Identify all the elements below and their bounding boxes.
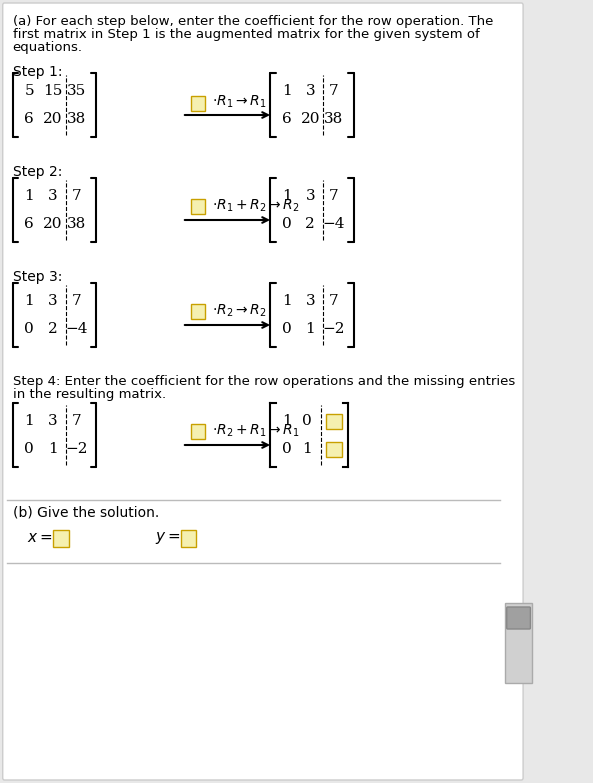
Text: 15: 15	[43, 84, 62, 98]
Text: −4: −4	[65, 322, 88, 336]
Text: 1: 1	[24, 414, 34, 428]
Text: 7: 7	[329, 294, 339, 308]
Text: 20: 20	[43, 217, 62, 231]
Text: −2: −2	[323, 322, 345, 336]
Text: 2: 2	[305, 217, 315, 231]
Text: $x =$: $x =$	[27, 531, 53, 545]
Text: 7: 7	[72, 294, 81, 308]
FancyBboxPatch shape	[192, 199, 205, 214]
Text: 6: 6	[282, 112, 291, 126]
Text: Step 4: Enter the coefficient for the row operations and the missing entries: Step 4: Enter the coefficient for the ro…	[12, 375, 515, 388]
FancyBboxPatch shape	[326, 442, 342, 456]
Text: 1: 1	[282, 84, 291, 98]
Text: equations.: equations.	[12, 41, 83, 54]
Text: −4: −4	[323, 217, 345, 231]
Text: 0: 0	[24, 322, 34, 336]
FancyBboxPatch shape	[192, 424, 205, 438]
Text: 38: 38	[67, 112, 86, 126]
Text: 3: 3	[305, 84, 315, 98]
Text: 3: 3	[305, 294, 315, 308]
Text: 3: 3	[48, 294, 58, 308]
Text: 7: 7	[329, 84, 339, 98]
Text: 1: 1	[282, 189, 291, 203]
Text: 3: 3	[305, 189, 315, 203]
Text: Step 3:: Step 3:	[12, 270, 62, 284]
Text: 3: 3	[48, 414, 58, 428]
FancyBboxPatch shape	[3, 3, 523, 780]
Text: (b) Give the solution.: (b) Give the solution.	[12, 505, 159, 519]
FancyBboxPatch shape	[507, 607, 530, 629]
Text: 0: 0	[302, 414, 311, 428]
Text: first matrix in Step 1 is the augmented matrix for the given system of: first matrix in Step 1 is the augmented …	[12, 28, 480, 41]
Text: 7: 7	[72, 414, 81, 428]
Text: 35: 35	[67, 84, 86, 98]
Text: $\cdot R_2 \rightarrow R_2$: $\cdot R_2 \rightarrow R_2$	[212, 303, 266, 319]
FancyBboxPatch shape	[326, 413, 342, 428]
Text: 1: 1	[24, 189, 34, 203]
Text: 6: 6	[24, 217, 34, 231]
Text: 38: 38	[67, 217, 86, 231]
FancyBboxPatch shape	[53, 529, 69, 547]
FancyBboxPatch shape	[505, 603, 532, 683]
Text: 1: 1	[48, 442, 58, 456]
FancyBboxPatch shape	[192, 304, 205, 319]
Text: $\cdot R_2 + R_1 \rightarrow R_1$: $\cdot R_2 + R_1 \rightarrow R_1$	[212, 423, 300, 439]
Text: 38: 38	[324, 112, 343, 126]
Text: (a) For each step below, enter the coefficient for the row operation. The: (a) For each step below, enter the coeff…	[12, 15, 493, 28]
Text: 1: 1	[305, 322, 315, 336]
Text: 3: 3	[48, 189, 58, 203]
FancyBboxPatch shape	[192, 96, 205, 110]
Text: 7: 7	[329, 189, 339, 203]
Text: 20: 20	[301, 112, 320, 126]
Text: 1: 1	[282, 414, 291, 428]
Text: 1: 1	[302, 442, 311, 456]
Text: $y =$: $y =$	[155, 530, 180, 546]
Text: Step 1:: Step 1:	[12, 65, 62, 79]
Text: 0: 0	[24, 442, 34, 456]
Text: 20: 20	[43, 112, 62, 126]
Text: 1: 1	[282, 294, 291, 308]
FancyBboxPatch shape	[181, 529, 196, 547]
Text: 5: 5	[24, 84, 34, 98]
Text: Step 2:: Step 2:	[12, 165, 62, 179]
Text: 2: 2	[48, 322, 58, 336]
Text: 6: 6	[24, 112, 34, 126]
Text: in the resulting matrix.: in the resulting matrix.	[12, 388, 166, 401]
Text: 0: 0	[282, 442, 291, 456]
Text: 0: 0	[282, 217, 291, 231]
Text: −2: −2	[65, 442, 88, 456]
Text: 7: 7	[72, 189, 81, 203]
Text: $\cdot R_1 \rightarrow R_1$: $\cdot R_1 \rightarrow R_1$	[212, 94, 266, 110]
Text: 0: 0	[282, 322, 291, 336]
Text: $\cdot R_1 + R_2 \rightarrow R_2$: $\cdot R_1 + R_2 \rightarrow R_2$	[212, 198, 299, 215]
Text: 1: 1	[24, 294, 34, 308]
